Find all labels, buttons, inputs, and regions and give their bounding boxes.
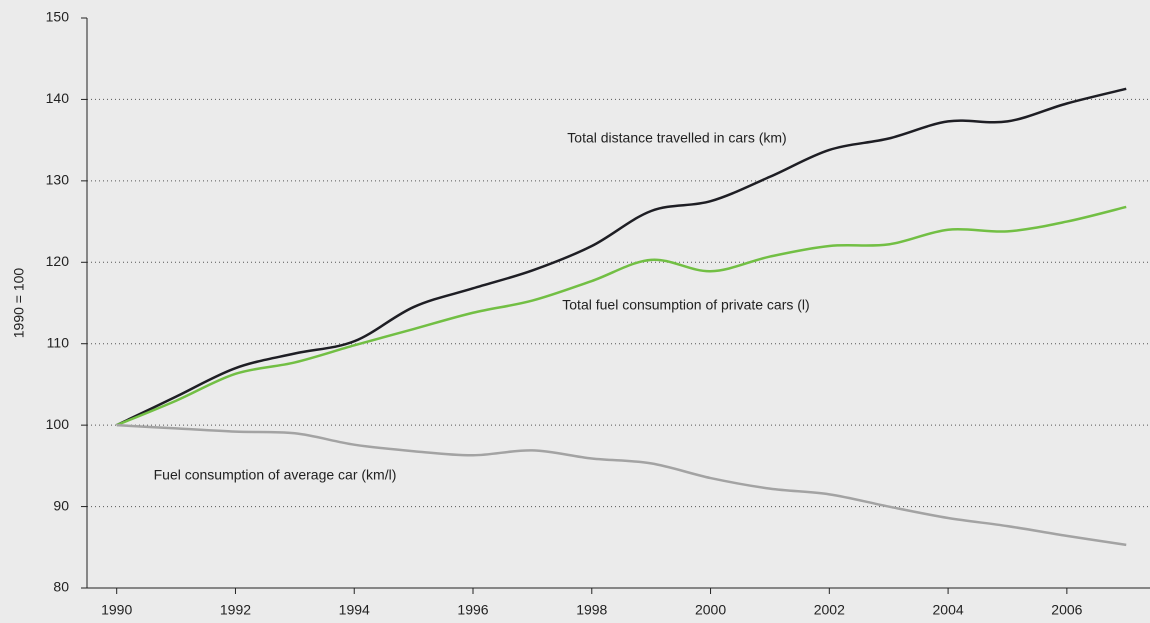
y-tick-label: 80 <box>53 579 69 595</box>
y-tick-label: 130 <box>46 172 70 188</box>
x-tick-label: 1992 <box>220 602 251 618</box>
y-tick-label: 110 <box>47 334 70 350</box>
x-tick-label: 2006 <box>1051 602 1082 618</box>
series-line <box>116 205 1127 427</box>
x-tick-label: 2002 <box>814 602 845 618</box>
y-tick-label: 120 <box>46 253 70 269</box>
x-tick-label: 2004 <box>933 602 964 618</box>
y-axis-label: 1990 = 100 <box>11 268 27 339</box>
x-tick-label: 2000 <box>695 602 726 618</box>
x-tick-label: 1998 <box>576 602 607 618</box>
series-label: Total distance travelled in cars (km) <box>567 130 786 146</box>
series-line <box>116 87 1127 427</box>
x-tick-label: 1990 <box>101 602 132 618</box>
y-tick-label: 90 <box>53 497 69 513</box>
y-tick-label: 150 <box>46 9 70 25</box>
series-line <box>116 423 1127 547</box>
y-tick-label: 100 <box>46 416 70 432</box>
x-tick-label: 1994 <box>339 602 370 618</box>
series-label: Fuel consumption of average car (km/l) <box>154 467 397 483</box>
series-label: Total fuel consumption of private cars (… <box>562 297 809 313</box>
y-tick-label: 140 <box>46 90 70 106</box>
x-tick-label: 1996 <box>457 602 488 618</box>
